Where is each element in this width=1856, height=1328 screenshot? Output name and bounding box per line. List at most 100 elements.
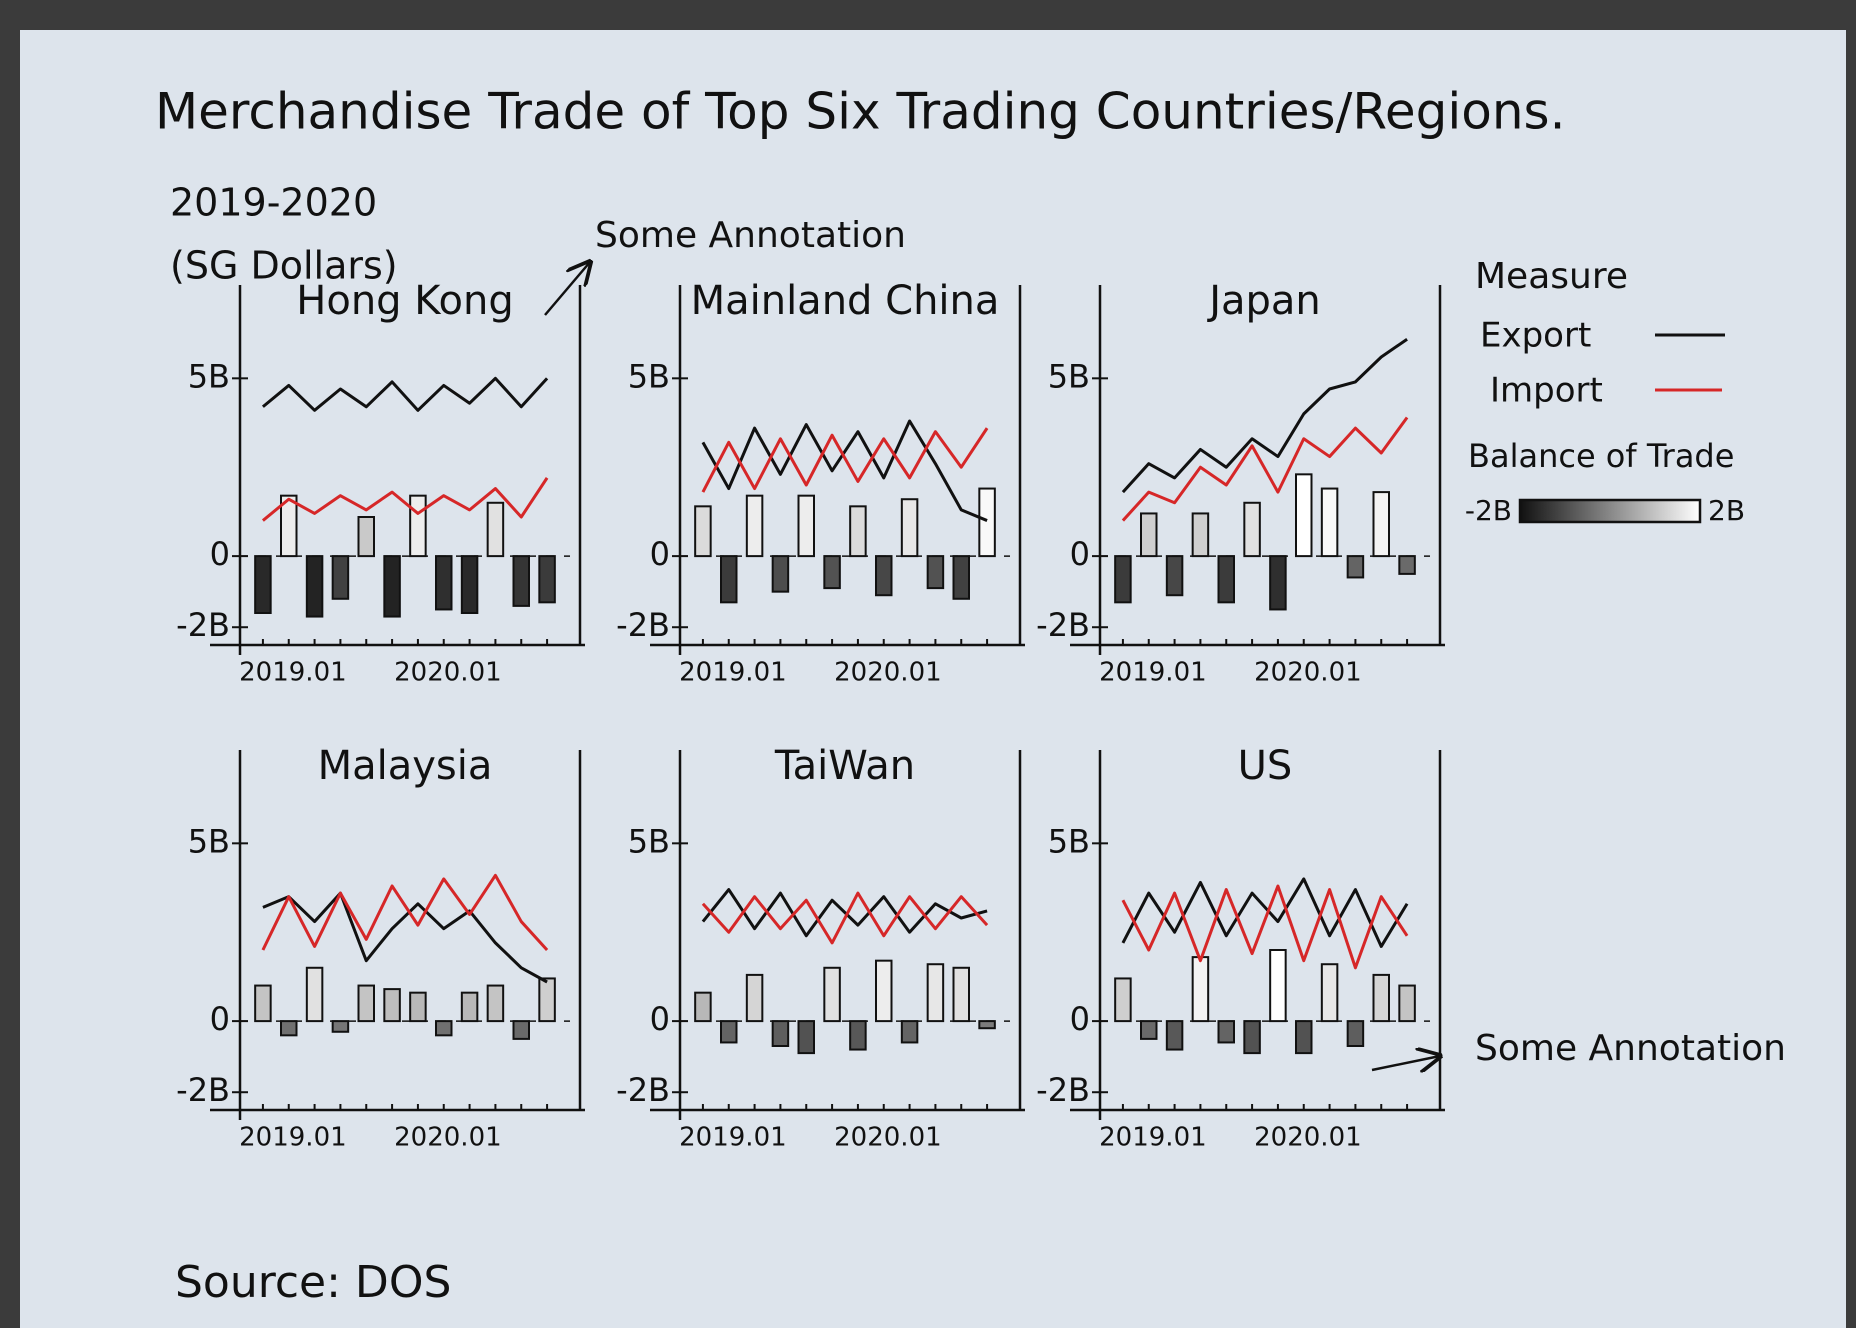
balance-bar — [720, 1020, 738, 1044]
balance-bar — [331, 555, 350, 600]
x-tick-label: 2020.01 — [1254, 658, 1362, 688]
balance-bar — [1372, 491, 1390, 558]
balance-bar — [926, 555, 945, 590]
balance-bar — [823, 966, 841, 1023]
balance-bar — [1269, 555, 1287, 611]
panel-title: Malaysia — [318, 743, 493, 789]
panel-title: Mainland China — [691, 278, 1000, 324]
balance-bar — [305, 966, 324, 1023]
balance-bar — [1295, 1020, 1313, 1055]
import-line — [701, 891, 989, 945]
export-line — [701, 419, 988, 522]
balance-bar — [538, 977, 556, 1023]
x-tick-label: 2019.01 — [679, 1123, 787, 1153]
balance-bar — [1320, 487, 1339, 558]
balance-bar — [1372, 973, 1390, 1023]
y-tick-label: 5B — [628, 357, 670, 395]
annotation-arrow — [1371, 1056, 1440, 1070]
balance-bar — [435, 555, 453, 611]
balance-bar — [978, 487, 996, 558]
main-title: Merchandise Trade of Top Six Trading Cou… — [155, 83, 1566, 141]
balance-bar — [435, 1020, 453, 1037]
y-tick-label: -2B — [616, 606, 670, 644]
balance-bar — [900, 498, 919, 558]
panel-title: US — [1238, 743, 1293, 789]
x-tick-label: 2020.01 — [834, 658, 942, 688]
export-line — [1121, 877, 1409, 948]
import-line — [1121, 416, 1409, 522]
balance-bar — [512, 555, 530, 607]
y-tick-label: 0 — [1070, 535, 1090, 573]
balance-bar — [720, 555, 738, 604]
balance-bar — [1140, 512, 1158, 558]
balance-bar — [823, 555, 841, 590]
y-tick-label: 0 — [210, 1000, 230, 1038]
balance-bar — [331, 1020, 350, 1033]
balance-bar — [797, 494, 815, 558]
export-line — [261, 376, 549, 412]
unit-note: (SG Dollars) — [170, 244, 398, 288]
balance-bar — [486, 501, 505, 558]
export-line — [1121, 337, 1408, 494]
y-tick-label: 5B — [1048, 357, 1090, 395]
balance-bar — [745, 494, 764, 558]
x-tick-label: 2020.01 — [394, 1123, 502, 1153]
x-tick-label: 2019.01 — [239, 658, 347, 688]
balance-bar — [357, 984, 375, 1023]
y-tick-label: 5B — [1048, 822, 1090, 860]
y-tick-label: 0 — [650, 535, 670, 573]
import-line — [261, 873, 549, 952]
balance-bar — [409, 991, 427, 1023]
balance-bar — [1269, 949, 1287, 1023]
balance-bar — [1114, 977, 1132, 1023]
balance-bar — [1346, 555, 1365, 579]
annotation: Some Annotation — [1475, 1028, 1786, 1069]
balance-bar — [383, 988, 401, 1023]
y-tick-label: 5B — [188, 357, 230, 395]
balance-bar — [978, 1020, 996, 1030]
balance-bar — [1165, 1020, 1184, 1051]
y-tick-label: -2B — [176, 1071, 230, 1109]
balance-bar — [1217, 1020, 1235, 1044]
balance-bar — [486, 984, 505, 1023]
balance-bar — [875, 959, 893, 1023]
import-line — [1121, 884, 1409, 970]
y-tick-label: 0 — [650, 1000, 670, 1038]
balance-bar — [849, 1020, 867, 1051]
balance-bar — [694, 505, 712, 558]
balance-bar — [305, 555, 324, 618]
balance-bar — [1114, 555, 1132, 604]
annotation: Some Annotation — [595, 215, 906, 256]
legend-title: Measure — [1475, 256, 1628, 297]
y-tick-label: 0 — [1070, 1000, 1090, 1038]
balance-bar — [694, 991, 712, 1023]
legend-scale-label: -2B — [1465, 494, 1512, 527]
balance-bar — [1295, 473, 1313, 558]
panel-title: TaiWan — [774, 743, 915, 789]
y-tick-label: 0 — [210, 535, 230, 573]
paper — [20, 30, 1846, 1328]
x-tick-label: 2020.01 — [834, 1123, 942, 1153]
panel-title: Japan — [1206, 278, 1321, 324]
balance-bar — [875, 555, 893, 597]
source: Source: DOS — [175, 1257, 451, 1308]
import-line — [701, 427, 989, 493]
balance-bar — [1320, 963, 1339, 1023]
balance-bar — [357, 516, 375, 558]
balance-bar — [771, 1020, 790, 1047]
y-tick-label: 5B — [628, 822, 670, 860]
balance-bar — [1191, 956, 1210, 1023]
balance-bar — [254, 984, 272, 1023]
balance-bar — [1191, 512, 1210, 558]
y-tick-label: -2B — [176, 606, 230, 644]
balance-bar — [409, 494, 427, 558]
y-tick-label: -2B — [1036, 606, 1090, 644]
balance-bar — [952, 555, 970, 600]
balance-bar — [952, 966, 970, 1023]
balance-bar — [1140, 1020, 1158, 1040]
balance-bar — [280, 494, 298, 558]
balance-bar — [1398, 555, 1416, 575]
balance-bar — [383, 555, 401, 618]
subtitle: 2019-2020 — [170, 181, 377, 225]
balance-bar — [771, 555, 790, 593]
